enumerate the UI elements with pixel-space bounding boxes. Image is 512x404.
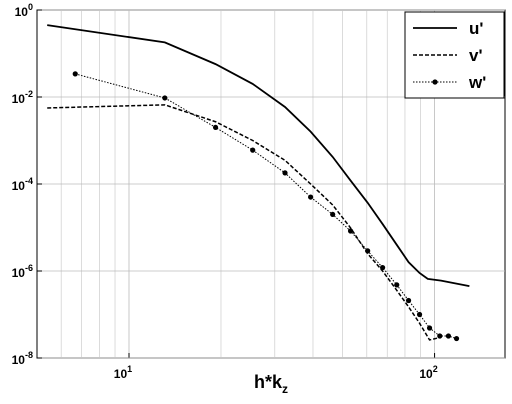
tick-base: 10 bbox=[15, 5, 29, 19]
legend-marker bbox=[432, 79, 438, 85]
data-point bbox=[453, 335, 460, 342]
data-point bbox=[250, 147, 256, 153]
tick-exponent: 1 bbox=[127, 364, 132, 374]
data-point bbox=[282, 170, 288, 176]
tick-label: 100 bbox=[15, 2, 33, 19]
legend-label: u' bbox=[469, 19, 483, 38]
tick-exponent: -2 bbox=[25, 89, 33, 99]
data-point bbox=[380, 264, 386, 271]
tick-label: 10-6 bbox=[12, 263, 33, 280]
tick-exponent: -4 bbox=[25, 176, 33, 186]
data-point bbox=[405, 297, 412, 304]
x-title-sub: z bbox=[282, 382, 288, 396]
tick-exponent: -6 bbox=[25, 263, 33, 273]
tick-base: 10 bbox=[12, 266, 26, 280]
tick-label: 102 bbox=[419, 364, 437, 381]
data-point bbox=[347, 228, 354, 234]
x-title-main: h*k bbox=[254, 372, 283, 392]
x-axis-title: h*kz bbox=[254, 372, 288, 396]
data-point bbox=[330, 211, 336, 218]
tick-exponent: -8 bbox=[25, 350, 33, 360]
data-point bbox=[162, 95, 168, 101]
series-line bbox=[47, 24, 470, 287]
data-point bbox=[72, 71, 78, 77]
tick-base: 10 bbox=[419, 367, 433, 381]
legend-label: w' bbox=[468, 73, 486, 92]
tick-label: 10-4 bbox=[12, 176, 33, 193]
data-point bbox=[212, 124, 219, 131]
tick-label: 10-2 bbox=[12, 89, 33, 106]
tick-exponent: 0 bbox=[28, 2, 33, 12]
data-point bbox=[445, 333, 452, 339]
data-point bbox=[416, 311, 423, 318]
tick-label: 101 bbox=[114, 364, 132, 381]
tick-base: 10 bbox=[12, 92, 26, 106]
data-point bbox=[365, 248, 371, 254]
tick-base: 10 bbox=[12, 353, 26, 367]
tick-base: 10 bbox=[114, 367, 128, 381]
tick-label: 10-8 bbox=[12, 350, 33, 367]
data-point bbox=[308, 194, 314, 200]
tick-base: 10 bbox=[12, 179, 26, 193]
data-point bbox=[394, 282, 400, 288]
legend-label: v' bbox=[469, 46, 483, 65]
data-point bbox=[426, 325, 433, 331]
series-line bbox=[47, 104, 442, 341]
data-point bbox=[437, 333, 443, 339]
tick-exponent: 2 bbox=[433, 364, 438, 374]
